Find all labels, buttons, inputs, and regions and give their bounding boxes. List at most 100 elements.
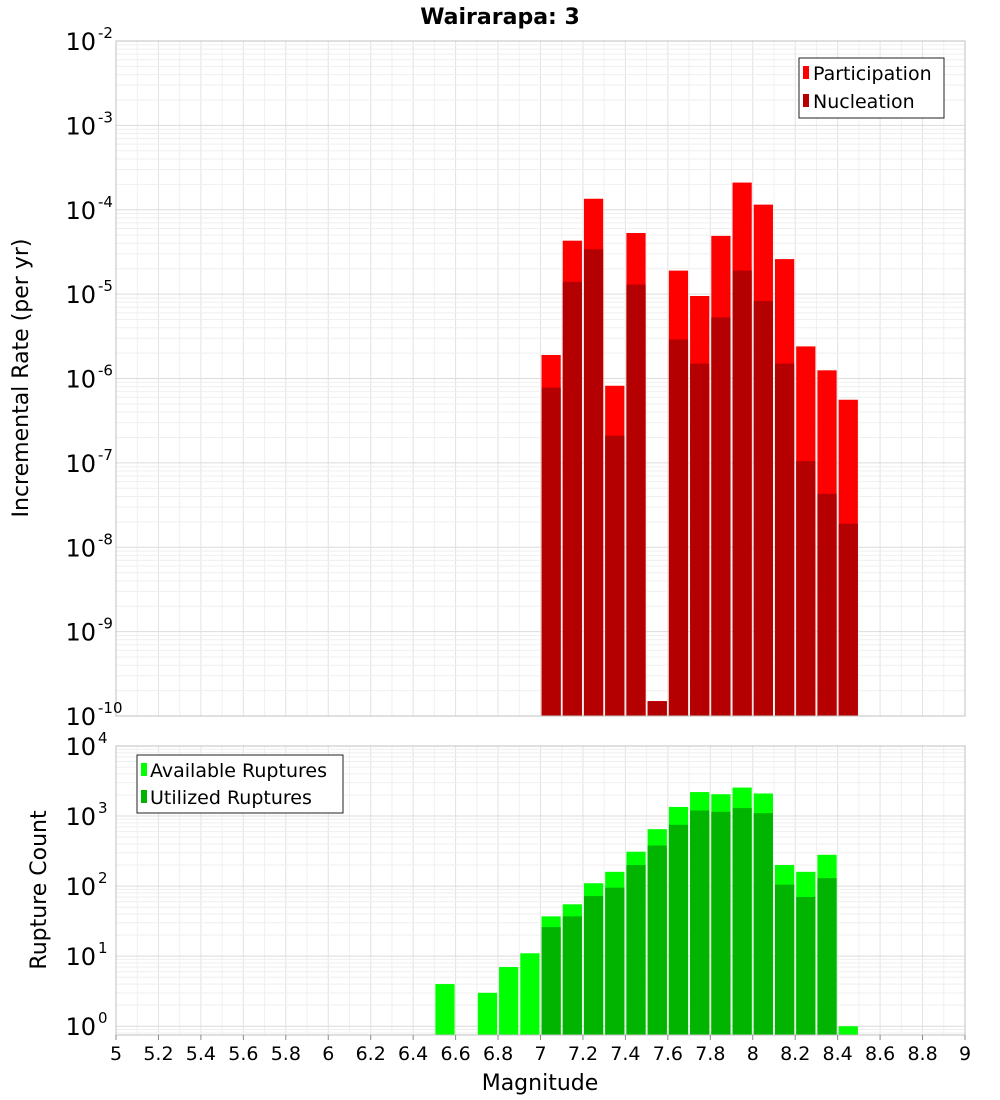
x-tick-label: 5.2: [143, 1043, 173, 1065]
top-legend: Participation Nucleation: [798, 57, 945, 119]
bottom-bar-available-ruptures: [435, 984, 455, 1035]
top-y-tick-label: 10: [65, 619, 96, 647]
top-y-tick-label: 10: [65, 450, 96, 478]
bottom-bar-available-ruptures: [499, 967, 519, 1035]
top-bar-nucleation: [562, 281, 582, 716]
top-plot-border: [115, 40, 966, 717]
x-tick-label: 7.4: [610, 1043, 640, 1065]
top-y-tick-label: 10: [65, 534, 96, 562]
top-y-tick-label: 10: [65, 28, 96, 56]
x-tick-label: 6.8: [483, 1043, 513, 1065]
bottom-bar-utilized-ruptures: [753, 813, 773, 1035]
bottom-bar-utilized-ruptures: [690, 810, 710, 1035]
bottom-bar-utilized-ruptures: [647, 845, 667, 1035]
top-bar-nucleation: [774, 363, 795, 716]
bottom-bar-utilized-ruptures: [626, 865, 646, 1035]
bottom-bar-utilized-ruptures: [583, 896, 604, 1035]
legend-box: [136, 754, 344, 814]
bottom-y-tick-exponent: 3: [98, 799, 108, 817]
bottom-bar-utilized-ruptures: [605, 887, 625, 1035]
bottom-y-tick-label: 10: [65, 733, 96, 761]
x-tick-label: 6.4: [398, 1043, 428, 1065]
bottom-bars: [435, 787, 858, 1035]
x-tick-label: 8.2: [780, 1043, 810, 1065]
top-bar-nucleation: [668, 339, 689, 716]
bottom-y-tick-exponent: 2: [98, 869, 108, 887]
x-tick-label: 8.4: [823, 1043, 853, 1065]
bottom-y-tick-label: 10: [65, 943, 96, 971]
bottom-y-tick-exponent: 0: [98, 1009, 108, 1027]
legend-swatch-utilized: [141, 790, 147, 803]
x-tick-label: 7.8: [695, 1043, 725, 1065]
top-y-tick-exponent: -6: [98, 362, 113, 380]
bottom-bar-available-ruptures: [520, 953, 540, 1035]
x-tick-label: 9: [959, 1043, 971, 1065]
top-y-tick-exponent: -8: [98, 530, 113, 548]
x-axis-label: Magnitude: [482, 1071, 599, 1096]
x-tick-label: 6.6: [440, 1043, 470, 1065]
x-tick-label: 8.8: [907, 1043, 937, 1065]
bottom-bar-available-ruptures: [477, 992, 498, 1035]
bottom-legend: Available Ruptures Utilized Ruptures: [136, 754, 344, 814]
bottom-bar-utilized-ruptures: [668, 824, 689, 1035]
top-y-tick-exponent: -7: [98, 446, 113, 464]
top-bar-nucleation: [838, 523, 858, 716]
bottom-bar-utilized-ruptures: [817, 878, 837, 1035]
legend-swatch-available: [141, 763, 147, 776]
top-bar-nucleation: [753, 300, 773, 716]
bottom-y-axis-label: Rupture Count: [27, 810, 52, 970]
top-bar-nucleation: [711, 317, 731, 716]
top-bar-nucleation: [732, 270, 752, 716]
top-bar-nucleation: [605, 435, 625, 716]
top-bar-nucleation: [690, 363, 710, 716]
x-tick-label: 7: [534, 1043, 546, 1065]
bottom-y-tick-label: 10: [65, 1013, 96, 1041]
top-bar-nucleation: [583, 249, 604, 716]
bottom-y-tick-exponent: 4: [98, 729, 108, 747]
bottom-y-tick-label: 10: [65, 803, 96, 831]
x-tick-label: 5.6: [228, 1043, 258, 1065]
top-y-tick-label: 10: [65, 703, 96, 731]
top-y-tick-exponent: -2: [98, 24, 113, 42]
top-y-tick-label: 10: [65, 281, 96, 309]
legend-box: [798, 57, 945, 119]
top-y-tick-exponent: -3: [98, 108, 113, 126]
x-tick-label: 5: [110, 1043, 122, 1065]
top-y-tick-exponent: -10: [98, 699, 123, 717]
legend-label-utilized: Utilized Ruptures: [150, 787, 312, 809]
x-tick-label: 7.6: [653, 1043, 683, 1065]
top-y-tick-exponent: -4: [98, 193, 113, 211]
top-y-axis-label: Incremental Rate (per yr): [9, 239, 34, 518]
bottom-bar-utilized-ruptures: [562, 916, 582, 1035]
bottom-bar-utilized-ruptures: [774, 884, 795, 1035]
legend-swatch-participation: [803, 66, 809, 79]
x-tick-label: 5.4: [186, 1043, 216, 1065]
bottom-bar-utilized-ruptures: [796, 896, 816, 1035]
bottom-y-tick-label: 10: [65, 873, 96, 901]
top-y-tick-label: 10: [65, 197, 96, 225]
bottom-bar-utilized-ruptures: [541, 927, 561, 1035]
top-bar-nucleation: [541, 387, 561, 716]
legend-label-nucleation: Nucleation: [813, 91, 915, 113]
top-bars: [541, 182, 858, 717]
top-grid: [115, 40, 966, 717]
top-y-tick-exponent: -5: [98, 277, 113, 295]
bottom-bar-utilized-ruptures: [711, 811, 731, 1035]
bottom-bar-available-ruptures: [838, 1026, 858, 1035]
bottom-y-tick-exponent: 1: [98, 939, 108, 957]
top-y-tick-exponent: -9: [98, 615, 113, 633]
x-tick-label: 5.8: [271, 1043, 301, 1065]
legend-swatch-nucleation: [803, 94, 809, 107]
top-y-tick-label: 10: [65, 112, 96, 140]
x-tick-label: 8.6: [865, 1043, 895, 1065]
bottom-x-ticks: 5 5.2 5.4 5.6 5.8 6 6.2 6.4 6.6 6.8 7 7.2 7.4 7.6 7.8 8…: [110, 1035, 971, 1065]
bottom-bar-utilized-ruptures: [732, 808, 752, 1035]
top-bar-nucleation: [626, 284, 646, 716]
chart-title: Wairarapa: 3: [420, 5, 580, 30]
top-y-tick-label: 10: [65, 366, 96, 394]
top-bar-nucleation: [796, 461, 816, 716]
